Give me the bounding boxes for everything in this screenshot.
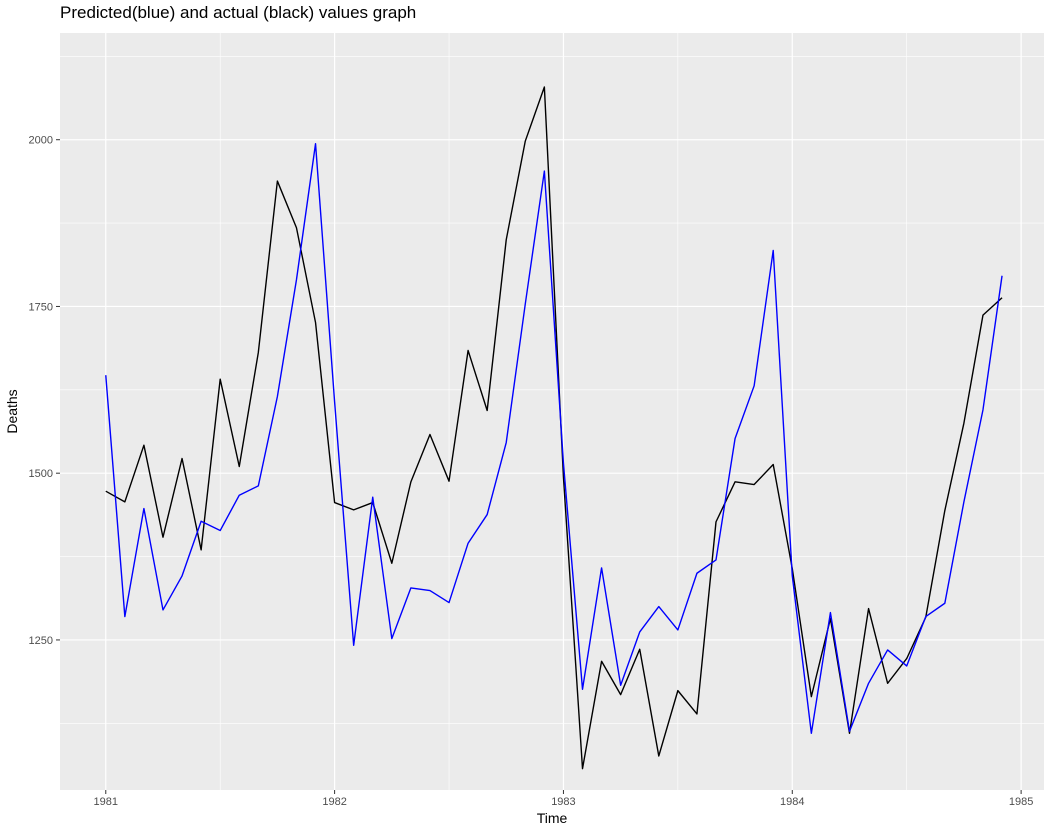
- x-tick-label: 1985: [1009, 796, 1033, 808]
- y-tick-label: 1500: [29, 468, 53, 480]
- axes-layer: 1981 1982 1983 1984 1985 1250 1500 1750 2000: [29, 135, 1034, 808]
- series-line-1: [105, 86, 1003, 770]
- x-tick-label: 1982: [322, 796, 346, 808]
- minor-gridlines: [60, 33, 1044, 790]
- y-tick-label: 2000: [29, 135, 53, 147]
- series-layer: [105, 86, 1003, 770]
- x-axis-title: Time: [537, 810, 568, 826]
- y-axis-title: Deaths: [4, 389, 20, 433]
- y-tick-label: 1250: [29, 635, 53, 647]
- plot-panel: [60, 33, 1044, 790]
- x-tick-label: 1983: [551, 796, 575, 808]
- series-line-2: [105, 143, 1003, 735]
- x-tick-label: 1981: [94, 796, 118, 808]
- major-gridlines: [60, 33, 1044, 790]
- chart-title: Predicted(blue) and actual (black) value…: [60, 3, 417, 22]
- x-tick-label: 1984: [780, 796, 804, 808]
- y-tick-label: 1750: [29, 301, 53, 313]
